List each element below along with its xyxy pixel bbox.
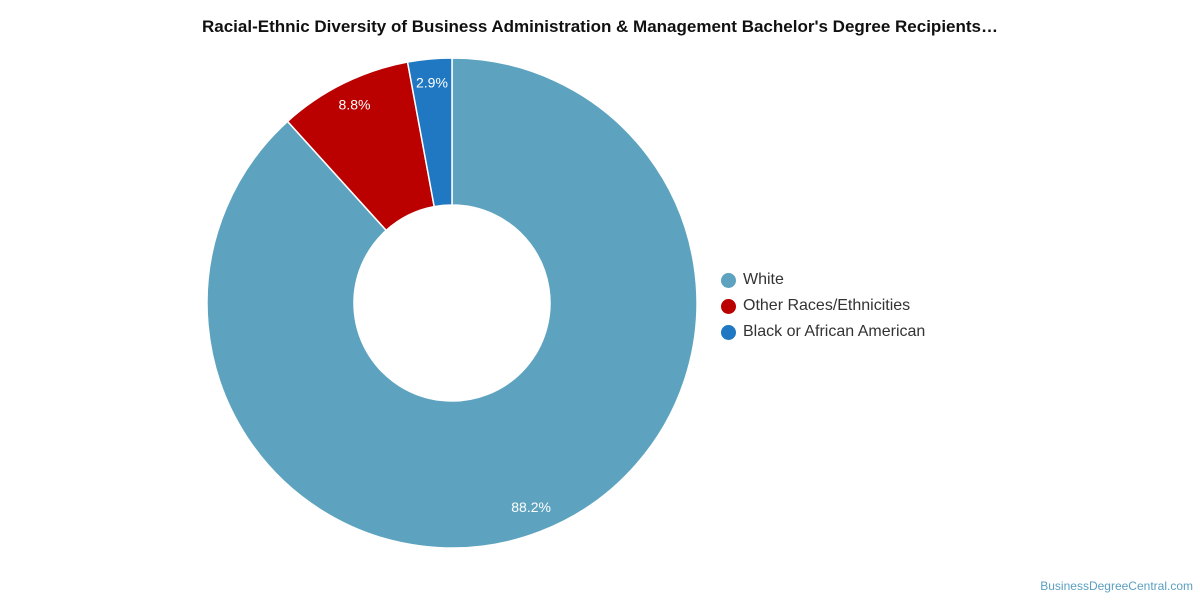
- legend-label-black: Black or African American: [743, 323, 926, 340]
- legend-swatch-black: [721, 324, 736, 340]
- slice-white[interactable]: [206, 57, 698, 549]
- chart-title: Racial-Ethnic Diversity of Business Admi…: [201, 17, 998, 36]
- legend-item-other[interactable]: Other Races/Ethnicities: [721, 293, 925, 319]
- legend-label-white: White: [743, 271, 784, 288]
- legend-swatch-other: [721, 298, 736, 314]
- source-credit-link[interactable]: BusinessDegreeCentral.com: [1040, 579, 1193, 593]
- legend-item-white[interactable]: White: [721, 267, 925, 293]
- data-label-other: 8.8%: [339, 96, 371, 112]
- data-label-black: 2.9%: [416, 75, 448, 91]
- legend: White Other Races/Ethnicities Black or A…: [721, 267, 925, 345]
- legend-label-other: Other Races/Ethnicities: [743, 297, 911, 314]
- slice-black[interactable]: [406, 57, 453, 208]
- legend-item-black[interactable]: Black or African American: [721, 319, 925, 345]
- legend-swatch-white: [721, 272, 736, 288]
- data-label-white: 88.2%: [511, 499, 551, 515]
